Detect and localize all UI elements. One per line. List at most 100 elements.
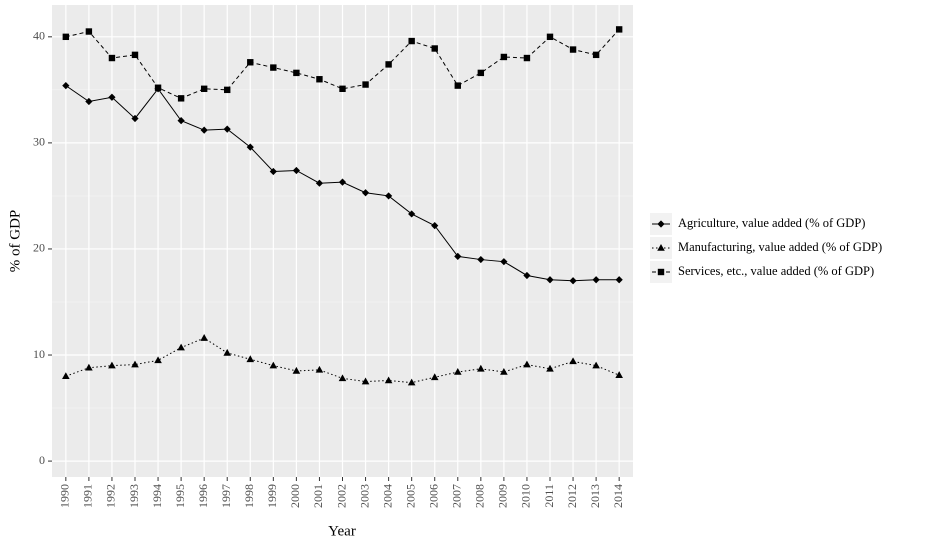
y-tick-label: 0	[39, 453, 45, 467]
marker	[200, 85, 208, 92]
marker	[569, 277, 577, 285]
marker	[85, 363, 93, 371]
marker	[62, 372, 70, 380]
y-tick-label: 20	[33, 241, 45, 255]
marker	[85, 28, 93, 35]
x-tick-label: 1996	[196, 484, 210, 508]
marker	[62, 82, 70, 90]
marker	[408, 37, 415, 45]
marker	[108, 54, 116, 62]
marker	[592, 361, 600, 369]
marker	[108, 93, 116, 101]
x-tick-label: 2008	[473, 484, 487, 508]
marker	[523, 54, 531, 62]
marker	[361, 189, 370, 197]
x-tick-label: 2010	[519, 484, 533, 508]
marker	[615, 371, 623, 378]
x-tick-label: 2001	[311, 484, 325, 508]
marker	[477, 255, 485, 264]
marker	[657, 244, 665, 251]
x-tick-label: 2002	[334, 484, 348, 508]
marker	[292, 166, 300, 175]
marker	[270, 64, 277, 71]
x-tick-label: 2000	[288, 484, 302, 508]
marker	[523, 360, 531, 368]
marker	[223, 125, 231, 133]
marker	[592, 51, 600, 59]
x-tick-label: 2014	[611, 484, 625, 508]
y-tick-label: 40	[33, 29, 45, 43]
x-axis-title: Year	[328, 523, 356, 539]
marker	[177, 343, 185, 351]
marker	[338, 178, 347, 186]
marker	[315, 179, 324, 187]
marker	[500, 53, 508, 61]
x-tick-label: 2005	[403, 484, 417, 508]
marker	[477, 69, 485, 77]
marker	[200, 126, 208, 134]
marker	[546, 33, 554, 41]
x-tick-label: 2012	[565, 484, 579, 508]
marker	[177, 117, 185, 125]
marker	[454, 252, 462, 260]
y-tick-label: 30	[33, 135, 45, 149]
x-tick-label: 2004	[380, 484, 394, 508]
marker	[269, 361, 278, 369]
marker	[246, 143, 254, 151]
x-tick-label: 1998	[242, 484, 256, 508]
marker	[154, 84, 162, 91]
marker	[62, 33, 70, 41]
marker	[615, 276, 623, 284]
marker	[408, 210, 416, 218]
marker	[224, 86, 231, 94]
marker	[338, 374, 347, 382]
x-tick-label: 2007	[450, 484, 464, 508]
x-tick-label: 1993	[127, 484, 141, 508]
marker	[269, 167, 277, 176]
x-tick-label: 1990	[58, 484, 72, 508]
legend-label: Manufacturing, value added (% of GDP)	[678, 240, 882, 254]
marker	[223, 348, 232, 356]
marker	[500, 258, 508, 266]
x-tick-label: 1999	[265, 484, 279, 508]
marker	[453, 367, 462, 375]
marker	[454, 82, 461, 89]
marker	[546, 276, 554, 284]
marker	[131, 360, 139, 368]
marker	[315, 365, 324, 373]
marker	[293, 69, 300, 77]
y-axis-title: % of GDP	[7, 210, 23, 273]
marker	[657, 220, 665, 228]
marker	[615, 26, 623, 33]
marker	[385, 192, 393, 200]
marker	[385, 61, 392, 68]
marker	[657, 268, 665, 276]
marker	[200, 334, 208, 341]
marker	[108, 361, 116, 369]
marker	[569, 357, 577, 365]
marker	[546, 364, 554, 372]
marker	[477, 364, 485, 372]
x-tick-label: 1991	[81, 484, 95, 508]
marker	[592, 276, 600, 284]
marker	[292, 366, 301, 374]
x-tick-label: 2013	[588, 484, 602, 508]
legend-label: Agriculture, value added (% of GDP)	[678, 216, 865, 230]
marker	[247, 59, 254, 66]
marker	[384, 376, 393, 384]
marker	[246, 355, 255, 363]
x-tick-label: 2003	[357, 484, 371, 508]
y-tick-label: 10	[33, 347, 45, 361]
x-tick-label: 1992	[104, 484, 118, 508]
marker	[361, 377, 370, 385]
marker	[500, 367, 508, 375]
x-tick-label: 2009	[496, 484, 510, 508]
marker	[316, 76, 323, 83]
marker	[431, 45, 438, 52]
marker	[431, 222, 439, 230]
marker	[177, 95, 185, 102]
marker	[569, 46, 577, 53]
x-tick-label: 1995	[173, 484, 187, 508]
marker	[85, 97, 93, 106]
